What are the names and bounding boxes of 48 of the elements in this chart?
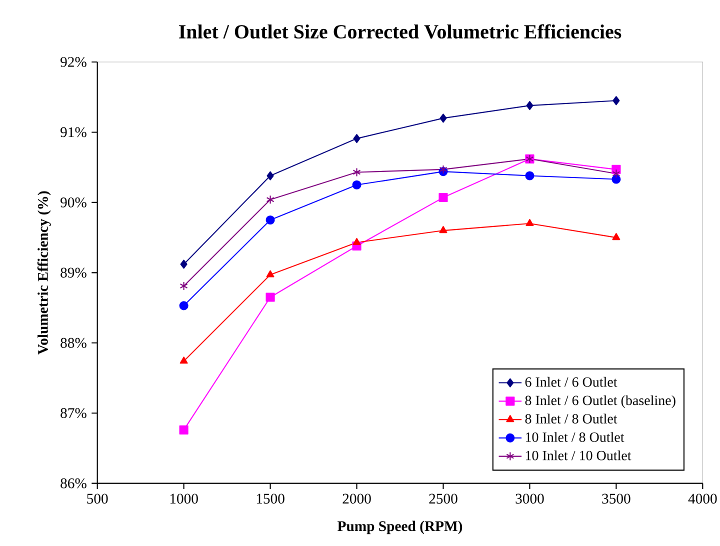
x-tick-label: 4000 [688, 494, 717, 504]
y-tick-label: 91% [60, 127, 86, 138]
legend-label: 10 Inlet / 8 Outlet [526, 432, 624, 442]
point [352, 168, 361, 177]
x-tick-label: 3000 [516, 494, 544, 504]
point [266, 215, 275, 225]
point [353, 134, 360, 144]
point [526, 218, 534, 226]
point [439, 164, 448, 174]
x-tick-label: 1500 [256, 494, 284, 504]
point [352, 180, 362, 190]
y-axis-title: Volumetric Efficiency (%) [37, 191, 51, 355]
legend-label: 6 Inlet / 6 Outlet [525, 376, 618, 387]
legend-label: 10 Inlet / 10 Outlet [526, 450, 632, 460]
y-tick-label: 90% [60, 197, 86, 208]
x-tick-label: 2000 [342, 494, 371, 504]
point [266, 270, 274, 278]
point [180, 281, 188, 291]
point [612, 233, 620, 240]
point [439, 226, 448, 234]
y-tick-label: 86% [60, 478, 86, 488]
point [526, 101, 534, 110]
point [612, 169, 620, 178]
point [612, 174, 621, 184]
point [440, 114, 447, 123]
legend-label: 8 Inlet / 8 Outlet [525, 414, 618, 424]
x-axis-title: Pump Speed (RPM) [338, 520, 462, 534]
y-tick-label: 92% [60, 57, 86, 67]
y-tick-label: 89% [60, 268, 86, 278]
x-tick-label: 3500 [602, 494, 630, 504]
point [180, 260, 188, 269]
x-tick-label: 1000 [170, 494, 198, 504]
point [180, 356, 188, 364]
point [266, 292, 275, 302]
y-tick-label: 88% [60, 338, 86, 348]
x-tick-label: 2500 [429, 494, 458, 504]
y-tick-label: 87% [60, 408, 86, 418]
point [179, 425, 188, 434]
point [266, 195, 274, 204]
point [179, 301, 188, 310]
chart-title: Inlet / Outlet Size Corrected Volumetric Efficiencies [179, 24, 622, 39]
point [266, 171, 274, 180]
point [612, 96, 620, 106]
x-tick-label: 500 [87, 494, 108, 504]
legend-label: 8 Inlet / 6 Outlet (baseline) [525, 395, 676, 408]
point [352, 238, 361, 246]
point [525, 171, 534, 180]
point [438, 192, 448, 202]
